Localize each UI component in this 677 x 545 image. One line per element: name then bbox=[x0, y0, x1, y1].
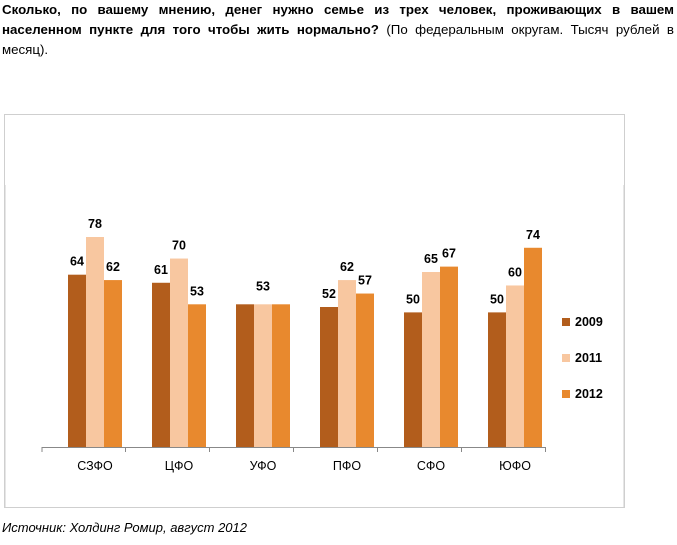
bar-chart: 64 78 62 СЗФО 61 70 53 ЦФО 53 УФО 52 62 57 ПФО 50 65 67 С… bbox=[41, 217, 603, 473]
bar-УФО-2012 bbox=[272, 304, 290, 447]
bar-ПФО-2012 bbox=[356, 293, 374, 447]
bar-УФО-2009 bbox=[236, 304, 254, 447]
data-label-ПФО-2009: 52 bbox=[322, 287, 336, 301]
bar-СФО-2012 bbox=[440, 266, 458, 447]
bar-СЗФО-2012 bbox=[104, 280, 122, 447]
data-label-УФО: 53 bbox=[256, 279, 270, 293]
legend-label-2012: 2012 bbox=[575, 387, 603, 401]
category-label-ПФО: ПФО bbox=[333, 459, 361, 473]
bar-СФО-2011 bbox=[422, 272, 440, 447]
bar-ЦФО-2012 bbox=[188, 304, 206, 447]
chart-heading: Сколько, по вашему мнению, денег нужно с… bbox=[2, 0, 674, 60]
bar-ПФО-2011 bbox=[338, 280, 356, 447]
data-label-ЦФО-2011: 70 bbox=[172, 239, 186, 253]
data-label-ПФО-2012: 57 bbox=[358, 274, 372, 288]
bar-СЗФО-2011 bbox=[86, 237, 104, 447]
category-label-ЦФО: ЦФО bbox=[165, 459, 194, 473]
bar-ЦФО-2011 bbox=[170, 258, 188, 447]
bar-ЮФО-2009 bbox=[488, 312, 506, 447]
legend-swatch-2012 bbox=[562, 390, 570, 398]
data-label-СЗФО-2012: 62 bbox=[106, 260, 120, 274]
data-label-ПФО-2011: 62 bbox=[340, 260, 354, 274]
chart-frame: 64 78 62 СЗФО 61 70 53 ЦФО 53 УФО 52 62 57 ПФО 50 65 67 С… bbox=[4, 114, 625, 508]
data-label-СЗФО-2011: 78 bbox=[88, 217, 102, 231]
bar-СФО-2009 bbox=[404, 312, 422, 447]
legend-label-2011: 2011 bbox=[575, 351, 602, 365]
bar-УФО-2011 bbox=[254, 304, 272, 447]
frame-left-edge bbox=[5, 185, 6, 507]
survey-note: (По федеральным округам. Тысяч рублей в … bbox=[2, 22, 674, 57]
data-label-ЮФО-2011: 60 bbox=[508, 265, 522, 279]
bar-ЮФО-2011 bbox=[506, 285, 524, 447]
bar-ЮФО-2012 bbox=[524, 247, 542, 447]
survey-question: Сколько, по вашему мнению, денег нужно с… bbox=[2, 2, 674, 37]
data-label-ЦФО-2012: 53 bbox=[190, 284, 204, 298]
source-caption: Источник: Холдинг Ромир, август 2012 bbox=[2, 520, 247, 535]
data-label-ЮФО-2012: 74 bbox=[526, 228, 540, 242]
bar-ПФО-2009 bbox=[320, 307, 338, 447]
category-label-СЗФО: СЗФО bbox=[77, 459, 113, 473]
legend-swatch-2009 bbox=[562, 318, 570, 326]
frame-right-edge bbox=[623, 185, 624, 507]
data-label-СФО-2012: 67 bbox=[442, 247, 456, 261]
data-label-СФО-2011: 65 bbox=[424, 252, 438, 266]
bar-ЦФО-2009 bbox=[152, 282, 170, 447]
data-label-СЗФО-2009: 64 bbox=[70, 255, 84, 269]
data-label-ЦФО-2009: 61 bbox=[154, 263, 168, 277]
data-label-СФО-2009: 50 bbox=[406, 292, 420, 306]
bar-СЗФО-2009 bbox=[68, 274, 86, 447]
legend-swatch-2011 bbox=[562, 354, 570, 362]
category-label-УФО: УФО bbox=[250, 459, 277, 473]
category-label-ЮФО: ЮФО bbox=[499, 459, 531, 473]
legend-label-2009: 2009 bbox=[575, 315, 603, 329]
category-label-СФО: СФО bbox=[417, 459, 446, 473]
data-label-ЮФО-2009: 50 bbox=[490, 292, 504, 306]
